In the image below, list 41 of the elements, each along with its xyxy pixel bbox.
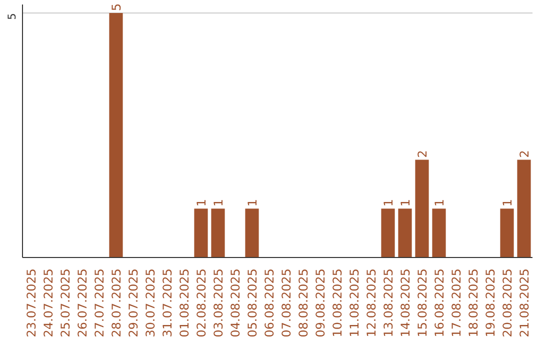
x-tick-label: 28.07.2025 xyxy=(110,268,124,338)
x-tick-label: 07.08.2025 xyxy=(280,268,294,338)
data-label: 1 xyxy=(432,198,446,207)
x-tick-label: 31.07.2025 xyxy=(160,268,174,338)
x-tick-label: 27.07.2025 xyxy=(92,268,106,338)
data-label: 1 xyxy=(382,198,396,207)
x-tick-label: 24.07.2025 xyxy=(42,268,56,338)
x-tick-label: 15.08.2025 xyxy=(416,268,430,338)
x-tick-label: 10.08.2025 xyxy=(330,268,344,338)
x-tick-label: 14.08.2025 xyxy=(398,268,412,338)
x-tick-label: 29.07.2025 xyxy=(126,268,140,338)
x-tick-label: 05.08.2025 xyxy=(246,268,260,338)
x-tick-label: 04.08.2025 xyxy=(228,268,242,338)
x-tick-label: 20.08.2025 xyxy=(500,268,514,338)
data-label: 2 xyxy=(416,150,430,158)
x-tick-label: 02.08.2025 xyxy=(194,268,208,338)
x-tick-label: 16.08.2025 xyxy=(432,268,446,338)
x-tick-label: 17.08.2025 xyxy=(450,268,464,338)
ref-line-label: 5 xyxy=(6,13,18,20)
x-tick-label: 19.08.2025 xyxy=(484,268,498,338)
x-tick-label: 18.08.2025 xyxy=(466,268,480,338)
x-tick-label: 08.08.2025 xyxy=(296,268,310,338)
data-label: 1 xyxy=(500,198,514,207)
data-label: 5 xyxy=(110,3,124,12)
x-tick-label: 03.08.2025 xyxy=(212,268,226,338)
data-label: 1 xyxy=(398,198,412,207)
data-label: 1 xyxy=(246,198,260,207)
x-tick-label: 09.08.2025 xyxy=(314,268,328,338)
x-tick-label: 25.07.2025 xyxy=(58,268,72,338)
data-label: 2 xyxy=(518,150,532,158)
x-tick-label: 30.07.2025 xyxy=(144,268,158,338)
x-tick-label: 13.08.2025 xyxy=(382,268,396,338)
x-tick-label: 06.08.2025 xyxy=(262,268,276,338)
data-label: 1 xyxy=(212,198,226,207)
x-tick-label: 26.07.2025 xyxy=(76,268,90,338)
x-tick-label: 01.08.2025 xyxy=(178,268,192,338)
x-tick-label: 12.08.2025 xyxy=(364,268,378,338)
x-tick-label: 21.08.2025 xyxy=(518,268,532,338)
x-tick-label: 11.08.2025 xyxy=(348,268,362,338)
data-label: 1 xyxy=(194,198,208,207)
x-tick-label: 23.07.2025 xyxy=(24,268,38,338)
